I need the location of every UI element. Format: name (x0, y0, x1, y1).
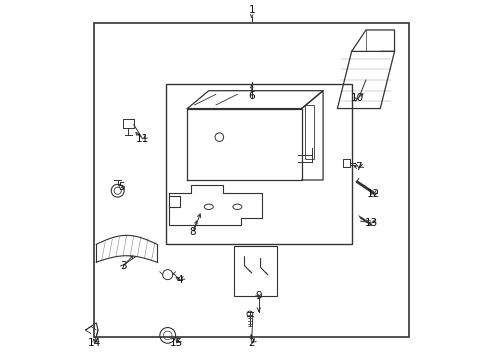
Text: 8: 8 (189, 227, 196, 237)
Text: 12: 12 (366, 189, 379, 199)
Text: 4: 4 (177, 275, 183, 285)
Text: 10: 10 (350, 93, 363, 103)
Bar (165, 84, 351, 244)
Text: 5: 5 (118, 182, 124, 192)
Text: 1: 1 (248, 5, 254, 15)
Text: 7: 7 (355, 162, 362, 172)
Bar (233, 246, 276, 296)
Text: 11: 11 (136, 134, 149, 144)
Bar (305, 105, 313, 158)
Text: 14: 14 (88, 338, 101, 347)
Text: 2: 2 (248, 338, 254, 347)
Text: 3: 3 (120, 261, 126, 271)
Text: 6: 6 (248, 91, 254, 101)
Text: 9: 9 (255, 291, 262, 301)
Text: 15: 15 (170, 338, 183, 347)
Text: 13: 13 (364, 218, 377, 228)
Bar (94, 23, 408, 337)
